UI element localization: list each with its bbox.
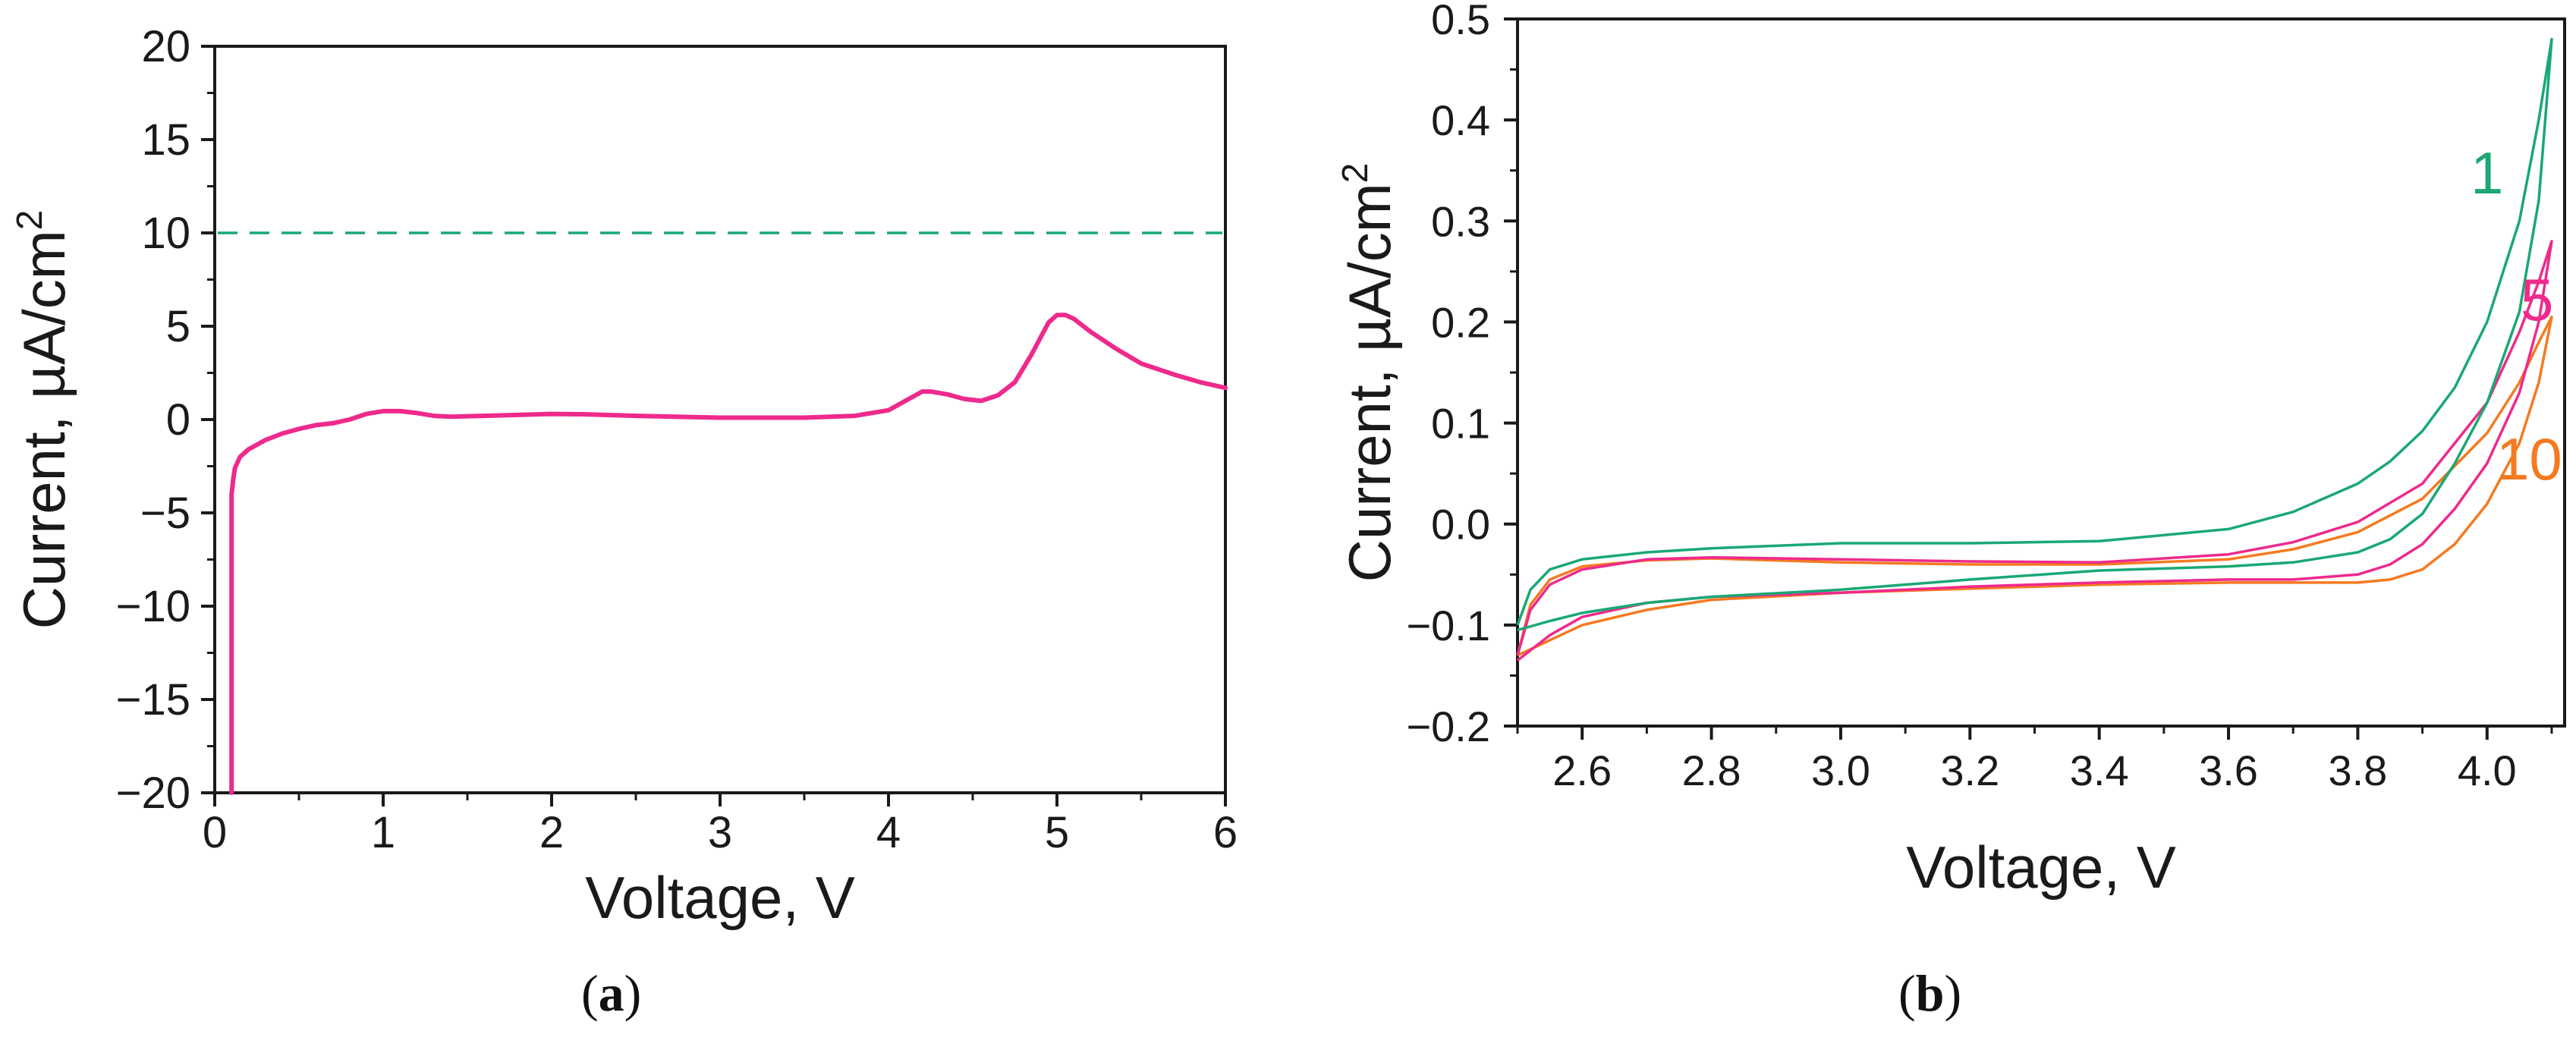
x-tick-label-a: 6 [1213,808,1238,857]
panel-letter-a: a [598,964,624,1022]
y-tick-label-a: 5 [166,302,190,351]
y-tick-label-a: −5 [140,489,190,538]
x-tick-label-a: 2 [539,808,564,857]
x-tick-label-b: 3.0 [1811,747,1870,794]
x-tick-label-b: 4.0 [2458,747,2517,794]
x-tick-label-b: 2.6 [1552,747,1612,794]
y-tick-label-a: −10 [116,582,190,631]
series-label-5: 5 [2521,266,2553,333]
y-tick-label-b: 0.2 [1431,298,1490,346]
panel-label-a: (a) [581,964,642,1022]
y-tick-label-b: −0.2 [1406,703,1490,750]
y-tick-label-b: 0.1 [1431,400,1490,448]
series-label-1: 1 [2471,140,2503,206]
series-label-10: 10 [2496,426,2562,492]
series-line-b-1 [1516,37,2553,632]
x-axis-label-a: Voltage, V [585,864,855,931]
x-tick-label-a: 0 [203,808,227,857]
y-tick-label-a: 10 [141,209,190,258]
series-line-b-5 [1516,240,2553,662]
x-tick-label-b: 3.2 [1940,747,1999,794]
y-tick-label-a: 0 [166,395,190,445]
y-tick-label-b: 0.0 [1431,501,1490,549]
y-tick-label-b: 0.4 [1431,96,1490,144]
y-axis-label-a-sup: 2 [10,210,50,231]
y-tick-label-a: 15 [141,115,190,165]
y-tick-label-b: 0.5 [1431,0,1490,43]
x-tick-label-b: 2.8 [1682,747,1741,794]
y-tick-label-a: −20 [116,769,190,818]
x-tick-label-b: 3.6 [2199,747,2258,794]
chart-panel-b: 2.6 2.8 3.0 3.2 3.4 3.6 3.8 4.0 −0.2 −0.1 0.0 0.1 0… [1335,0,2566,901]
y-axis-label-b: Current, µA/cm2 [1335,163,1403,583]
y-tick-label-a: −15 [116,675,190,725]
panel-label-b: (b) [1898,964,1962,1022]
y-axis-label-b-sup: 2 [1335,163,1376,184]
panel-letter-b: b [1915,964,1945,1022]
y-tick-label-b: −0.1 [1406,602,1490,649]
x-tick-label-a: 3 [708,808,732,857]
x-tick-label-b: 3.8 [2328,747,2387,794]
x-axis-label-b: Voltage, V [1906,834,2176,901]
y-tick-label-a: 20 [141,22,190,71]
x-tick-label-b: 3.4 [2070,747,2129,794]
chart-panel-a: 0 1 2 3 4 5 6 −20 −15 −10 −5 0 5 10 15 20 Voltage, V C… [10,22,1238,931]
x-tick-label-a: 1 [371,808,395,857]
y-axis-label-a: Current, µA/cm2 [10,210,77,630]
y-axis-label-b-text: Current, µA/cm [1336,183,1403,582]
x-tick-label-a: 5 [1045,808,1069,857]
y-axis-label-a-text: Current, µA/cm [11,230,77,629]
series-line-a-sweep [229,313,1228,795]
y-tick-label-b: 0.3 [1431,197,1490,245]
x-tick-label-a: 4 [876,808,901,857]
